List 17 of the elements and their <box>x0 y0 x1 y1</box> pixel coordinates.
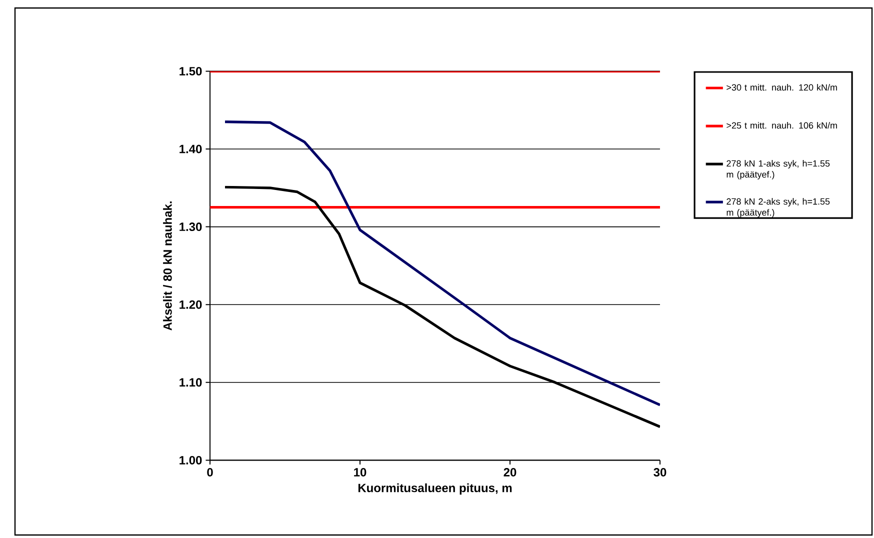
x-tick-label: 30 <box>654 468 666 477</box>
y-tick-label: 1.40 <box>180 144 202 154</box>
x-tick-label: 10 <box>354 468 366 476</box>
legend-label: 278 kN 1-aks syk, h=1.55 m (päätyef.) <box>726 160 830 180</box>
line-series <box>224 120 660 406</box>
legend-label: >30 t mitt. nauh. 120 kN/m <box>726 84 837 91</box>
legend-label: >25 t mitt. nauh. 106 kN/m <box>726 122 837 129</box>
y-tick-label: 1.10 <box>180 378 202 387</box>
y-axis-title: Akselit / 80 kN nauhak. <box>163 202 172 330</box>
y-tick-label: 1.30 <box>180 222 202 232</box>
y-tick-label: 1.20 <box>180 300 202 309</box>
legend-label: 278 kN 2-aks syk, h=1.55 m (päätyef.) <box>726 198 830 218</box>
x-tick-label: 0 <box>207 468 213 476</box>
y-tick-label: 1.50 <box>180 66 202 76</box>
x-tick-label: 20 <box>504 468 516 476</box>
x-axis-title: Kuormitusalueen pituus, m <box>358 483 512 495</box>
y-tick-label: 1.00 <box>180 456 202 464</box>
